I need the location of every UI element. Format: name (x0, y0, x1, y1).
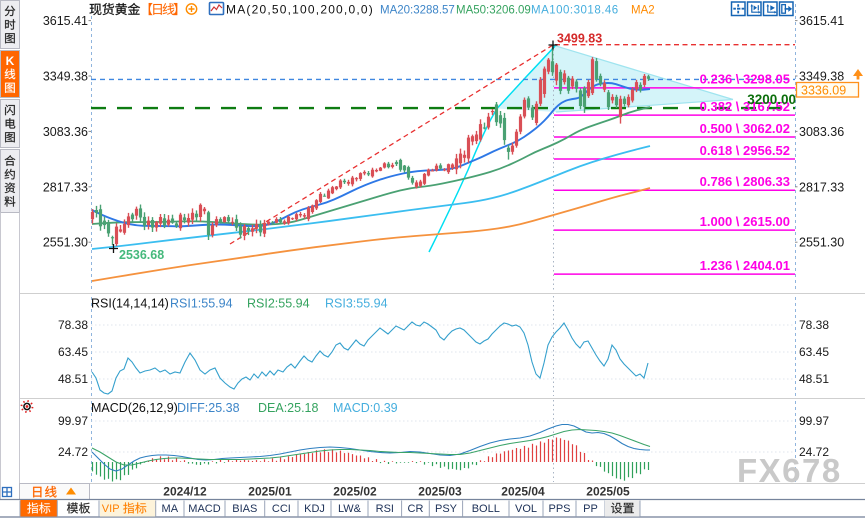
svg-text:2025/05: 2025/05 (586, 485, 630, 499)
svg-text:KDJ: KDJ (304, 503, 325, 515)
svg-text:RSI2:55.94: RSI2:55.94 (247, 297, 310, 311)
svg-text:CCI: CCI (272, 503, 291, 515)
svg-text:BOLL: BOLL (472, 503, 500, 515)
svg-text:48.51: 48.51 (799, 372, 829, 386)
svg-text:MACD: MACD (188, 503, 220, 515)
svg-text:0.618 \ 2956.52: 0.618 \ 2956.52 (700, 143, 790, 158)
svg-text:2551.30: 2551.30 (43, 236, 88, 250)
svg-text:RSI: RSI (376, 503, 394, 515)
svg-text:0.382 \ 3167.52: 0.382 \ 3167.52 (700, 99, 790, 114)
svg-text:MA50:3206.09: MA50:3206.09 (456, 5, 531, 17)
svg-text:3349.38: 3349.38 (799, 70, 844, 84)
svg-text:2025/04: 2025/04 (501, 485, 545, 499)
svg-text:RSI(14,14,14): RSI(14,14,14) (91, 297, 169, 311)
svg-text:MA20:3288.57: MA20:3288.57 (380, 5, 455, 17)
svg-text:0.500 \ 3062.02: 0.500 \ 3062.02 (700, 121, 790, 136)
svg-text:24.72: 24.72 (58, 445, 88, 459)
svg-text:BIAS: BIAS (232, 503, 257, 515)
svg-text:0.786 \ 2806.33: 0.786 \ 2806.33 (700, 174, 790, 189)
svg-text:2024/12: 2024/12 (163, 485, 207, 499)
svg-text:0.236 \ 3298.05: 0.236 \ 3298.05 (700, 72, 790, 87)
svg-text:99.97: 99.97 (799, 414, 829, 428)
svg-text:VIP: VIP (102, 503, 120, 515)
svg-text:MACD:0.39: MACD:0.39 (333, 401, 398, 415)
svg-text:99.97: 99.97 (58, 414, 88, 428)
svg-text:2025/01: 2025/01 (248, 485, 292, 499)
svg-text:1.000 \ 2615.00: 1.000 \ 2615.00 (700, 214, 790, 229)
svg-text:24.72: 24.72 (799, 445, 829, 459)
svg-text:63.45: 63.45 (799, 345, 829, 359)
svg-text:3083.36: 3083.36 (43, 125, 88, 139)
svg-text:LW&: LW& (338, 503, 362, 515)
svg-text:CR: CR (408, 503, 424, 515)
svg-text:MACD(26,12,9): MACD(26,12,9) (91, 401, 178, 415)
svg-text:PPS: PPS (548, 503, 570, 515)
svg-text:78.38: 78.38 (58, 318, 88, 332)
svg-text:DIFF:25.38: DIFF:25.38 (177, 401, 240, 415)
svg-text:MA(20,50,100,200,0,0): MA(20,50,100,200,0,0) (226, 3, 374, 17)
svg-text:3200.00: 3200.00 (747, 92, 796, 107)
svg-text:PP: PP (583, 503, 598, 515)
svg-text:2817.33: 2817.33 (799, 180, 844, 194)
svg-text:2025/02: 2025/02 (333, 485, 377, 499)
svg-text:FX678: FX678 (737, 452, 842, 489)
svg-text:63.45: 63.45 (58, 345, 88, 359)
svg-text:VOL: VOL (515, 503, 537, 515)
svg-text:PSY: PSY (435, 503, 458, 515)
svg-text:78.38: 78.38 (799, 318, 829, 332)
svg-text:3349.38: 3349.38 (43, 70, 88, 84)
svg-text:2536.68: 2536.68 (119, 248, 164, 262)
svg-text:3336.09: 3336.09 (801, 83, 846, 97)
svg-text:RSI1:55.94: RSI1:55.94 (170, 297, 233, 311)
svg-text:2551.30: 2551.30 (799, 236, 844, 250)
svg-text:3499.83: 3499.83 (557, 32, 602, 46)
svg-text:3615.41: 3615.41 (43, 14, 88, 28)
svg-text:MA: MA (162, 503, 179, 515)
svg-text:K: K (6, 54, 15, 68)
svg-text:2025/03: 2025/03 (418, 485, 462, 499)
svg-text:MA2: MA2 (631, 5, 655, 17)
svg-text:1.236 \ 2404.01: 1.236 \ 2404.01 (700, 258, 790, 273)
svg-text:3083.36: 3083.36 (799, 125, 844, 139)
svg-text:DEA:25.18: DEA:25.18 (258, 401, 319, 415)
svg-text:RSI3:55.94: RSI3:55.94 (325, 297, 388, 311)
svg-text:MA100:3018.46: MA100:3018.46 (531, 5, 619, 17)
svg-text:3615.41: 3615.41 (799, 14, 844, 28)
svg-text:2817.33: 2817.33 (43, 180, 88, 194)
svg-text:48.51: 48.51 (58, 372, 88, 386)
